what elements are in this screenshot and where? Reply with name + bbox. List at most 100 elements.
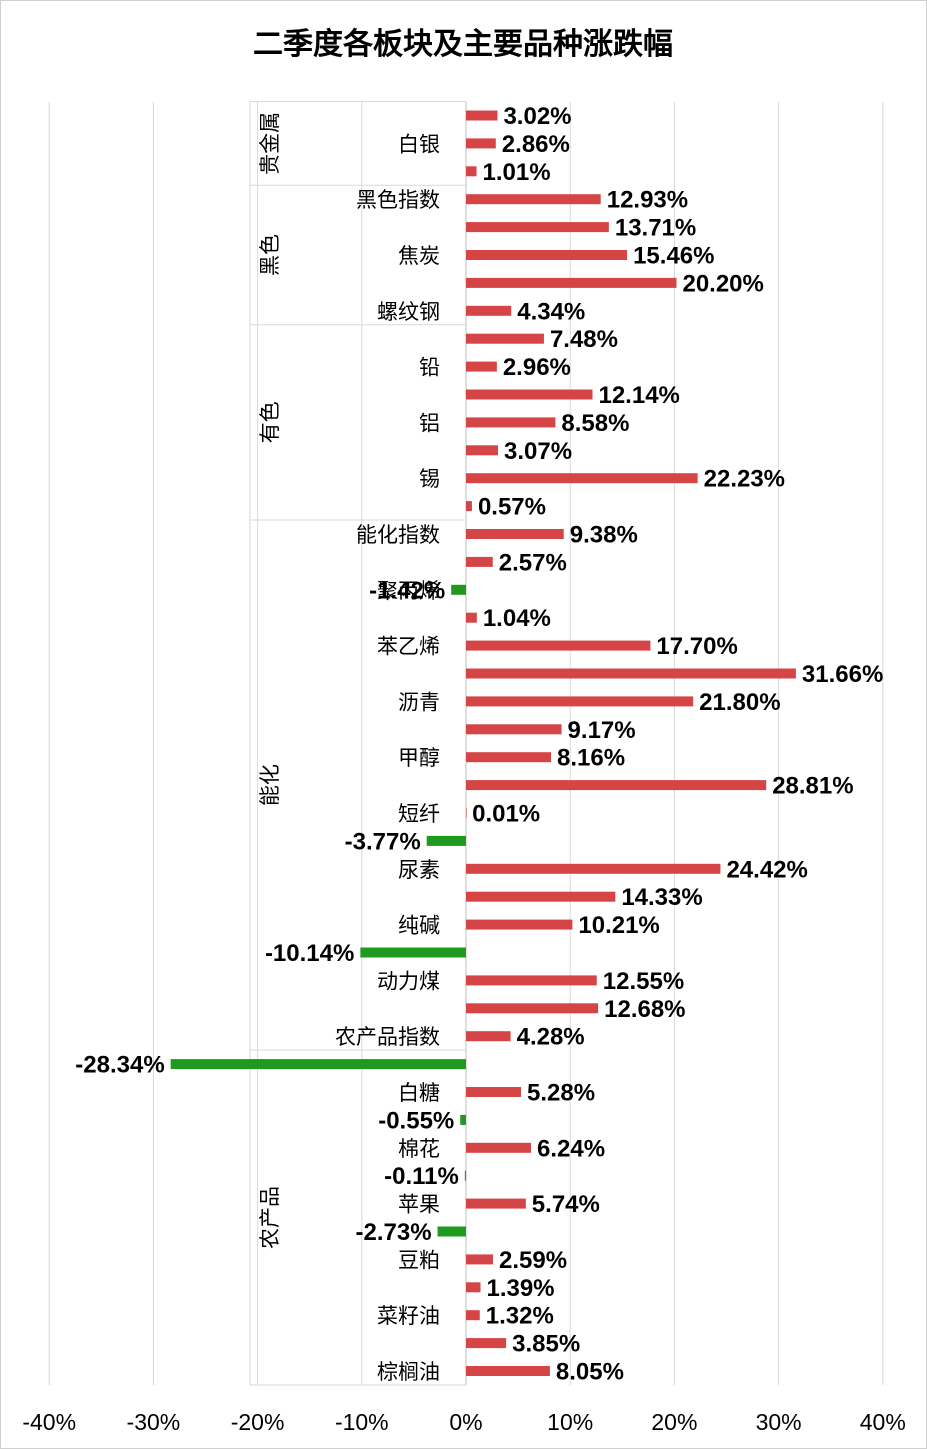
bar: [466, 808, 467, 818]
x-tick-label: 0%: [449, 1409, 482, 1435]
bar: [360, 947, 466, 958]
data-label: 20.20%: [682, 270, 763, 297]
data-label: 1.39%: [486, 1275, 554, 1302]
bar: [466, 612, 477, 623]
bar: [466, 1142, 532, 1153]
category-label: 铝: [419, 411, 440, 435]
data-label: 9.17%: [568, 717, 636, 744]
bar: [466, 194, 601, 205]
bar: [466, 696, 694, 707]
bar: [466, 138, 496, 149]
bar: [466, 1282, 481, 1293]
bar: [466, 1338, 507, 1349]
bar: [466, 752, 552, 763]
data-label: -2.73%: [356, 1219, 432, 1246]
data-label: 6.24%: [537, 1135, 605, 1162]
category-label: 铅: [419, 356, 440, 380]
group-label: 贵金属: [258, 112, 282, 175]
data-label: 0.57%: [478, 494, 546, 521]
bar: [466, 222, 609, 233]
data-label: -1.42%: [369, 577, 445, 604]
bar: [466, 975, 597, 986]
data-label: 12.93%: [607, 187, 688, 214]
x-tick-label: 40%: [860, 1409, 906, 1435]
group-label: 能化: [258, 764, 282, 806]
category-labels: 白银黑色指数焦炭螺纹钢铅铝锡能化指数聚丙烯苯乙烯沥青甲醇短纤尿素纯碱动力煤农产品…: [335, 132, 440, 1384]
category-label: 尿素: [398, 858, 440, 882]
data-label: 1.32%: [486, 1303, 554, 1330]
group-label: 农产品: [258, 1186, 282, 1249]
group-label: 有色: [258, 401, 282, 443]
bar: [466, 166, 477, 177]
bar: [466, 1366, 550, 1376]
category-label: 纯碱: [398, 914, 440, 938]
data-label: 17.70%: [656, 633, 737, 660]
data-label: 10.21%: [578, 912, 659, 939]
bar: [466, 305, 512, 316]
bar: [466, 389, 593, 400]
bar: [466, 1198, 526, 1209]
category-label: 苯乙烯: [377, 635, 440, 659]
data-label: 8.16%: [557, 745, 625, 772]
data-label: 24.42%: [726, 856, 807, 883]
category-label: 焦炭: [398, 244, 440, 268]
data-label: 12.55%: [603, 968, 684, 995]
data-label: 8.58%: [561, 410, 629, 437]
data-label: 3.02%: [503, 103, 571, 130]
bar: [466, 277, 677, 288]
data-label: 9.38%: [570, 522, 638, 549]
bar: [466, 863, 721, 874]
category-label: 沥青: [398, 690, 440, 714]
x-tick-label: 30%: [756, 1409, 802, 1435]
x-tick-label: -20%: [231, 1409, 285, 1435]
data-label: 15.46%: [633, 243, 714, 270]
bar: [451, 584, 466, 595]
data-label: 2.86%: [502, 131, 570, 158]
bar: [466, 780, 767, 791]
bar: [437, 1226, 466, 1237]
data-label: 5.28%: [527, 1080, 595, 1107]
x-tick-label: 10%: [547, 1409, 593, 1435]
category-label: 锡: [419, 467, 440, 491]
category-label: 白银: [398, 132, 440, 156]
data-label: 2.59%: [499, 1247, 567, 1274]
x-tick-label: -40%: [22, 1409, 76, 1435]
bars: [170, 110, 796, 1376]
bar: [466, 417, 556, 428]
data-label: 1.01%: [483, 159, 551, 186]
bar: [466, 640, 651, 651]
data-label: 0.01%: [472, 801, 540, 828]
bar: [466, 724, 562, 735]
bar: [466, 556, 493, 567]
category-label: 菜籽油: [377, 1304, 440, 1328]
data-label: -0.11%: [384, 1163, 459, 1190]
category-label: 聚丙烯: [377, 579, 440, 603]
bar: [170, 1059, 466, 1070]
x-tick-label: -10%: [335, 1409, 389, 1435]
data-label: 4.34%: [517, 298, 585, 325]
category-label: 短纤: [398, 802, 440, 826]
data-label: 2.57%: [499, 549, 567, 576]
bar: [466, 668, 796, 679]
category-label: 黑色指数: [356, 188, 440, 212]
category-label: 能化指数: [356, 523, 440, 547]
category-label: 棉花: [398, 1137, 440, 1161]
bar: [466, 1031, 511, 1042]
data-label: -0.55%: [378, 1107, 454, 1134]
bar: [466, 1254, 493, 1265]
x-tick-label: -30%: [127, 1409, 181, 1435]
category-label: 农产品指数: [335, 1025, 440, 1049]
chart-title: 二季度各板块及主要品种涨跌幅: [253, 27, 673, 62]
bar: [466, 473, 698, 484]
x-axis-ticks: -40% -30% -20% -10% 0% 10% 20% 30% 40%: [22, 1409, 905, 1435]
data-label: 1.04%: [483, 605, 551, 632]
category-label: 螺纹钢: [377, 300, 440, 324]
bar: [464, 1170, 466, 1181]
data-labels: 3.02%2.86%1.01% 12.93%13.71%15.46%20.20% 4…: [75, 103, 883, 1386]
bar: [466, 1003, 599, 1014]
data-label: 5.74%: [532, 1191, 600, 1218]
data-label: 4.28%: [517, 1024, 585, 1051]
